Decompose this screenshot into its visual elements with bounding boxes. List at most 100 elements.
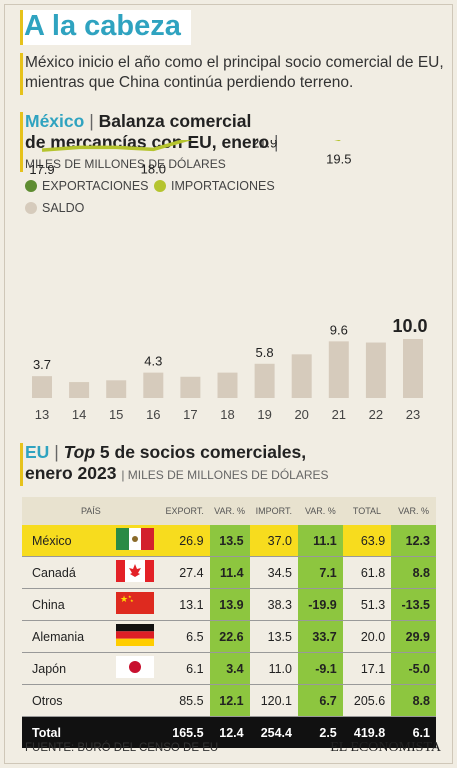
legend-exports: EXPORTACIONES <box>25 179 149 193</box>
imports-data-label: 19.5 <box>326 151 351 166</box>
export-change: 11.4 <box>209 556 250 589</box>
brand-logo: EL ECONOMISTA <box>330 740 441 755</box>
export-change: 12.1 <box>209 684 250 717</box>
infographic-frame <box>4 4 453 764</box>
export-value: 13.1 <box>159 588 210 621</box>
header-country: PAÍS <box>22 497 160 525</box>
header-export: EXPORT. <box>159 497 210 525</box>
import-value: 37.0 <box>249 525 298 557</box>
page-subtitle: México inicio el año como el principal s… <box>25 54 444 91</box>
import-change: 11.1 <box>297 525 343 557</box>
import-value: 38.3 <box>249 588 298 621</box>
total-value: 419.8 <box>342 716 392 748</box>
import-value: 11.0 <box>249 652 298 685</box>
legend-imports: IMPORTACIONES <box>154 179 275 193</box>
table-header-row: PAÍS EXPORT. VAR. % IMPORT. VAR. % TOTAL… <box>22 497 436 525</box>
total-change: -5.0 <box>391 652 436 685</box>
total-value: 205.6 <box>342 684 392 717</box>
import-value: 34.5 <box>249 556 298 589</box>
balance-bar <box>180 376 201 398</box>
imports-data-label: 17.9 <box>29 162 54 177</box>
flag-cell <box>110 684 160 717</box>
country-name: Total <box>22 716 111 748</box>
import-change: 33.7 <box>297 620 343 653</box>
table-title-main: 5 de socios comerciales, <box>99 442 307 462</box>
x-tick-label: 21 <box>332 407 346 420</box>
export-change: 12.4 <box>209 716 250 748</box>
import-change: 2.5 <box>297 716 343 748</box>
x-tick-label: 20 <box>294 407 308 420</box>
germany-flag <box>110 620 160 653</box>
title-accent-bar <box>20 10 23 45</box>
total-value: 17.1 <box>342 652 392 685</box>
balance-bar <box>69 382 90 398</box>
source-note: FUENTE: BURÓ DEL CENSO DE EU <box>25 742 219 754</box>
balance-bar <box>403 339 423 398</box>
balance-bar <box>32 376 52 398</box>
table-row: Canadá 27.4 11.4 34.5 7.1 61.8 8.8 <box>22 556 436 589</box>
import-change: 6.7 <box>297 684 343 717</box>
balance-data-label: 3.7 <box>33 357 51 372</box>
balance-bar <box>328 341 349 398</box>
total-change: -13.5 <box>391 588 436 621</box>
export-value: 165.5 <box>159 716 210 748</box>
partners-table: PAÍS EXPORT. VAR. % IMPORT. VAR. % TOTAL… <box>22 497 436 748</box>
header-import: IMPORT. <box>249 497 298 525</box>
balance-data-label: 9.6 <box>330 322 348 337</box>
total-change: 12.3 <box>391 525 436 557</box>
total-value: 51.3 <box>342 588 392 621</box>
export-change: 13.9 <box>209 588 250 621</box>
balance-bar <box>254 363 275 398</box>
import-change: 7.1 <box>297 556 343 589</box>
imports-line <box>41 140 341 152</box>
table-units: MILES DE MILLONES DE DÓLARES <box>127 468 329 482</box>
total-change: 8.8 <box>391 684 436 717</box>
chart-title-main: Balanza comercial <box>98 111 252 131</box>
country-name: Alemania <box>22 620 111 653</box>
chart-accent-bar <box>20 112 23 172</box>
chart-title-country: México <box>25 111 85 131</box>
country-name: China <box>22 588 111 621</box>
export-value: 6.5 <box>159 620 210 653</box>
total-value: 61.8 <box>342 556 392 589</box>
x-tick-label: 17 <box>183 407 197 420</box>
balance-data-label: 4.3 <box>144 354 162 369</box>
export-value: 6.1 <box>159 652 210 685</box>
chart-units: MILES DE MILLONES DE DÓLARES <box>25 157 226 171</box>
balance-bar <box>365 342 386 398</box>
import-value: 254.4 <box>249 716 298 748</box>
header-var-import: VAR. % <box>297 497 343 525</box>
table-row: China ★ ★ ★ 13.1 13.9 38.3 -19.9 51.3 -13.5 <box>22 588 436 621</box>
table-title-line2: enero 2023 <box>25 463 117 483</box>
import-change: -19.9 <box>297 588 343 621</box>
x-tick-label: 18 <box>220 407 234 420</box>
japan-flag <box>110 652 160 685</box>
x-tick-label: 15 <box>109 407 123 420</box>
china-flag: ★ ★ ★ <box>110 588 160 621</box>
trade-balance-chart: 131415161718192021222321.622.327.729.037… <box>29 140 428 420</box>
country-name: Japón <box>22 652 111 685</box>
imports-data-label: 18.0 <box>141 161 166 176</box>
balance-bar <box>291 354 312 398</box>
legend-exports-label: EXPORTACIONES <box>42 179 149 193</box>
mexico-flag <box>110 525 160 557</box>
balance-bar <box>143 372 164 398</box>
flag-cell <box>110 716 160 748</box>
country-name: Otros <box>22 684 111 717</box>
country-name: Canadá <box>22 556 111 589</box>
canada-flag <box>110 556 160 589</box>
import-value: 120.1 <box>249 684 298 717</box>
table-row: Alemania 6.5 22.6 13.5 33.7 20.0 29.9 <box>22 620 436 653</box>
total-change: 29.9 <box>391 620 436 653</box>
title-box <box>20 10 191 45</box>
table-row: Japón 6.1 3.4 11.0 -9.1 17.1 -5.0 <box>22 652 436 685</box>
imports-swatch <box>154 180 166 192</box>
import-value: 13.5 <box>249 620 298 653</box>
import-change: -9.1 <box>297 652 343 685</box>
svg-text:★: ★ <box>128 594 132 599</box>
legend-balance: SALDO <box>25 201 84 215</box>
export-change: 13.5 <box>209 525 250 557</box>
total-change: 6.1 <box>391 716 436 748</box>
table-title-italic: Top <box>63 442 96 462</box>
balance-bar <box>106 380 127 398</box>
